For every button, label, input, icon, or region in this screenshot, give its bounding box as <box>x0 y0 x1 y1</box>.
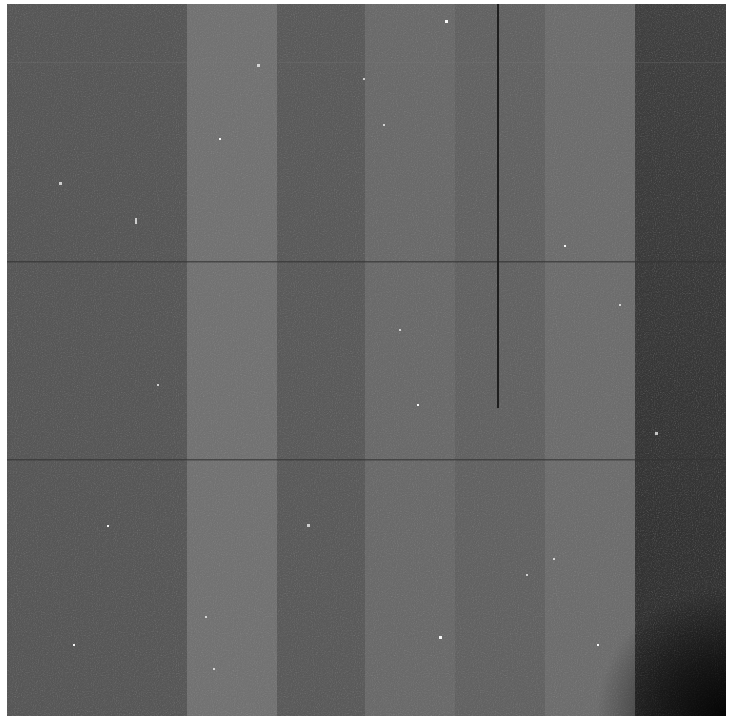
hot-pixel <box>655 432 658 435</box>
dark-corner-vignette <box>7 4 726 716</box>
hot-pixel <box>439 636 442 639</box>
hot-pixel <box>219 138 221 140</box>
hot-pixel <box>597 644 599 646</box>
hot-pixel <box>135 218 137 224</box>
hot-pixel <box>73 644 75 646</box>
hot-pixel <box>205 616 207 618</box>
hot-pixel <box>445 20 448 23</box>
hot-pixel <box>553 558 555 560</box>
hot-pixel <box>526 574 528 576</box>
hot-pixel <box>59 182 62 185</box>
hot-pixel <box>619 304 621 306</box>
hot-pixel <box>564 245 566 247</box>
detector-image-svg <box>7 4 726 716</box>
hot-pixel <box>399 329 401 331</box>
hot-pixel <box>257 64 260 67</box>
hot-pixel <box>363 78 365 80</box>
hot-pixel <box>417 404 419 406</box>
hot-pixel <box>383 124 385 126</box>
detector-image <box>7 4 726 716</box>
hot-pixels <box>59 20 658 670</box>
hot-pixel <box>213 668 215 670</box>
hot-pixel <box>307 524 310 527</box>
hot-pixel <box>107 525 109 527</box>
hot-pixel <box>157 384 159 386</box>
